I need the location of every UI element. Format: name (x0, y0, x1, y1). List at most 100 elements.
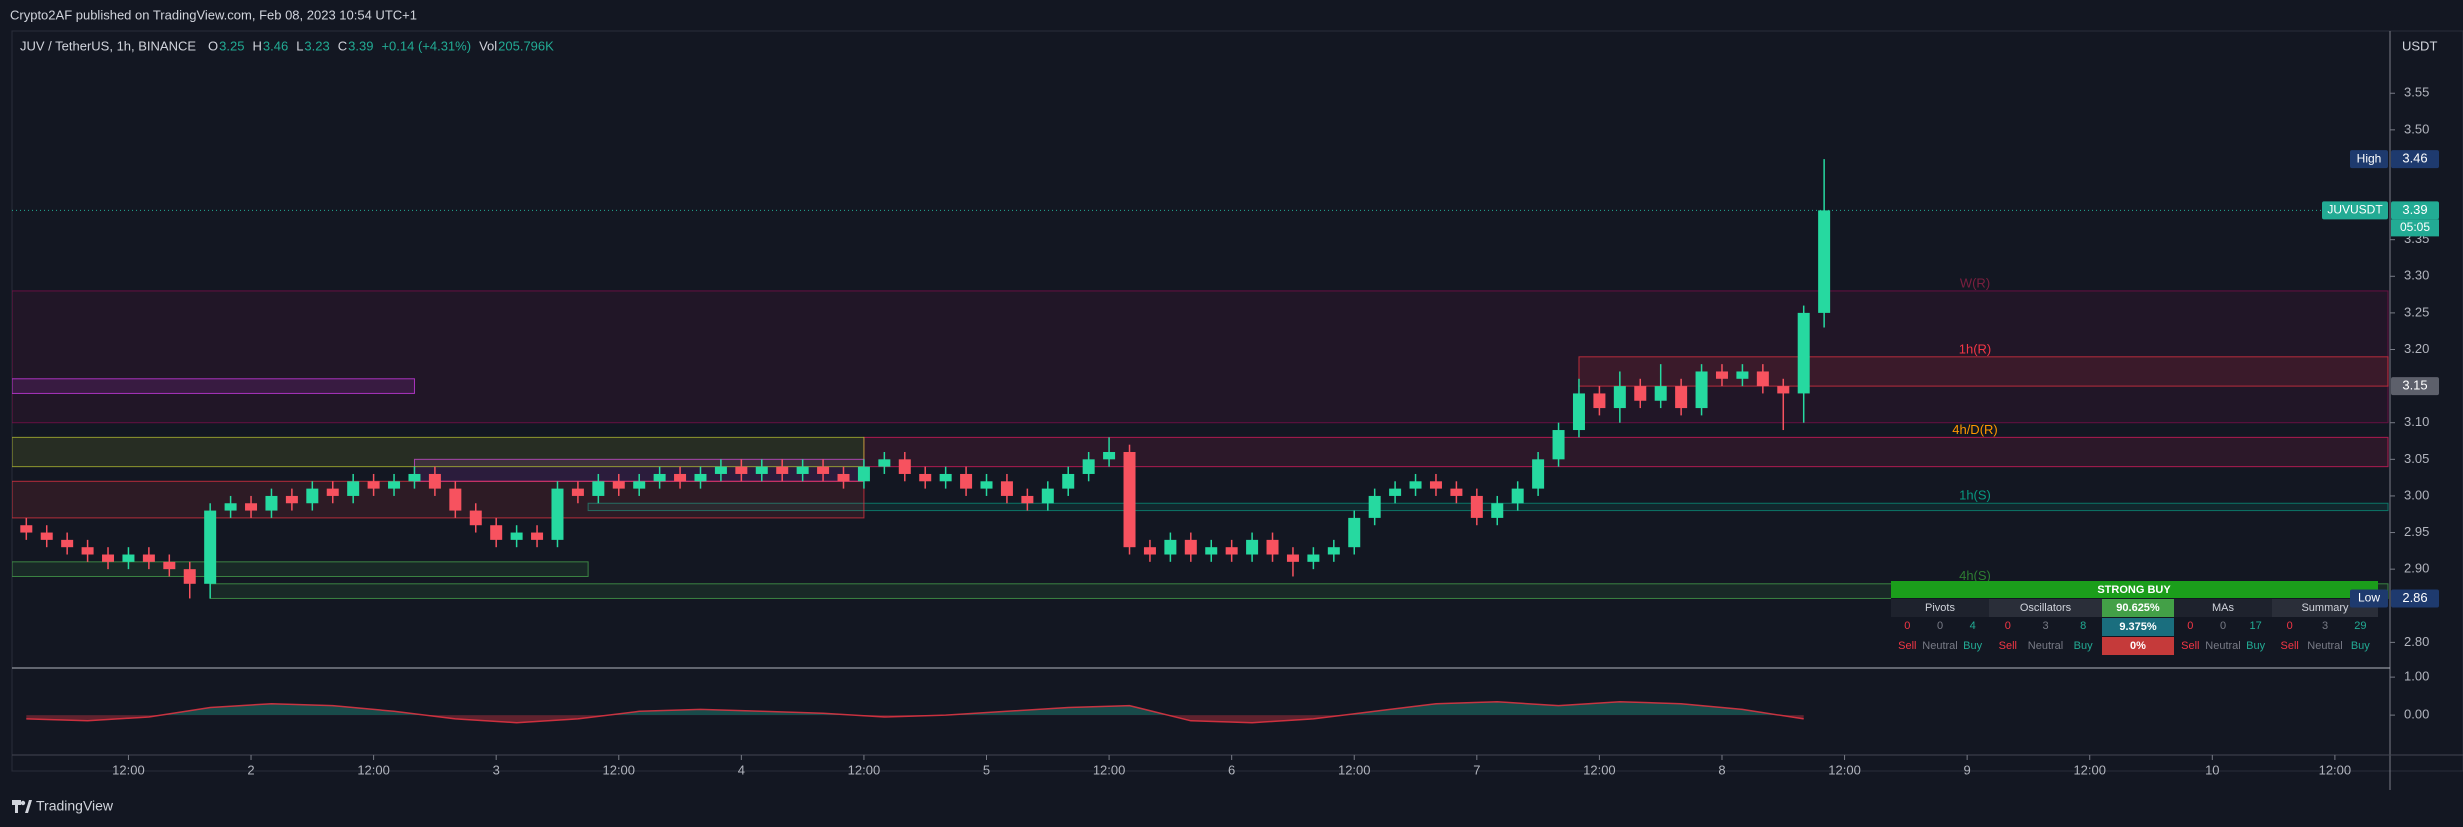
x-tick-label: 12:00 (2319, 762, 2352, 777)
candle-body (20, 525, 33, 533)
group-label: Neutral (1922, 640, 1957, 652)
candle-body (694, 473, 707, 482)
zone-label: 4h/D(R) (1952, 422, 1998, 437)
group-label: Buy (2351, 640, 2370, 652)
candle-body (1756, 371, 1769, 387)
candle-body (1082, 459, 1095, 474)
group-count: 17 (2250, 620, 2262, 632)
x-tick-label: 5 (983, 762, 990, 777)
zone (1578, 356, 2389, 387)
candle-body (1123, 452, 1136, 548)
candle-body (1695, 371, 1708, 409)
candle-body (857, 466, 870, 482)
x-tick-label: 4 (738, 762, 745, 777)
candle-body (306, 488, 319, 504)
candle-body (939, 473, 952, 482)
candle-body (1593, 393, 1606, 409)
candle-body (1021, 495, 1034, 504)
candle-body (653, 473, 666, 482)
candle-body (1143, 547, 1156, 555)
axis-unit: USDT (2402, 38, 2437, 53)
percent: 0% (2130, 640, 2146, 652)
candle-body (224, 503, 237, 511)
legend-text: 3.46 (263, 38, 288, 53)
group-label: Buy (2246, 640, 2265, 652)
group-label: Neutral (2307, 640, 2342, 652)
candle-body (61, 539, 74, 548)
y-tick-label: 2.95 (2404, 524, 2429, 539)
y-tick-label: 3.25 (2404, 304, 2429, 319)
price-badge-label: Low (2358, 591, 2380, 605)
y-tick-label: 3.20 (2404, 341, 2429, 356)
candle-body (163, 561, 176, 570)
group-header-bg (2174, 599, 2272, 617)
candle-body (449, 488, 462, 511)
candle-body (490, 525, 503, 540)
zone-label: 1h(S) (1959, 488, 1991, 503)
x-tick-label: 12:00 (602, 762, 635, 777)
oscillator-area-negative (26, 715, 1804, 723)
y-tick-label: 2.90 (2404, 561, 2429, 576)
group-header-bg (1989, 599, 2102, 617)
group-name: Pivots (1925, 602, 1955, 614)
group-count: 4 (1970, 620, 1976, 632)
y-tick-label: 3.10 (2404, 414, 2429, 429)
candle-body (1429, 481, 1442, 489)
candle-body (1000, 481, 1013, 496)
group-count: 0 (2005, 620, 2011, 632)
price-badge (2391, 201, 2439, 220)
candle-body (1348, 517, 1361, 548)
zone-label: W(R) (1960, 275, 1990, 290)
candle-body (1327, 547, 1340, 555)
price-badge-label-bg (2350, 150, 2388, 169)
group-count: 0 (2287, 620, 2293, 632)
zone (12, 436, 865, 468)
group-label: Sell (1999, 640, 2017, 652)
group-count: 0 (2187, 620, 2193, 632)
candle-body (1184, 539, 1197, 555)
price-badge-label: High (2357, 151, 2382, 165)
legend-text: +0.14 (+4.31%) (381, 38, 471, 53)
percent-bg (2102, 637, 2174, 655)
countdown: 05:05 (2400, 220, 2430, 234)
x-tick-label: 7 (1473, 762, 1480, 777)
candle-body (1062, 473, 1075, 489)
x-tick-label: 12:00 (2073, 762, 2106, 777)
group-label: Neutral (2205, 640, 2240, 652)
legend-text: 3.25 (219, 38, 244, 53)
y-tick-label: 3.30 (2404, 268, 2429, 283)
x-tick-label: 6 (1228, 762, 1235, 777)
x-tick-label: 2 (247, 762, 254, 777)
group-header-bg (1891, 599, 1989, 617)
candle-body (960, 473, 973, 489)
candle-body (1450, 488, 1463, 496)
legend-text: C (338, 38, 347, 53)
candle-body (878, 459, 891, 467)
group-count: 3 (2322, 620, 2328, 632)
candle-body (469, 510, 482, 526)
candle-body (1307, 554, 1320, 562)
candle-body (40, 532, 53, 540)
candle-body (183, 569, 196, 584)
legend-text: O (208, 38, 218, 53)
candle-body (265, 495, 278, 511)
candle-body (510, 532, 523, 540)
candle-body (285, 495, 298, 504)
percent: 9.375% (2119, 621, 2157, 633)
oscillator-line (26, 701, 1804, 724)
price-badge-label: JUVUSDT (2327, 203, 2383, 217)
group-label: Sell (2280, 640, 2298, 652)
candle-body (714, 466, 727, 474)
candle-body (81, 547, 94, 555)
price-badge-label-bg (2322, 201, 2388, 220)
candle-body (428, 473, 441, 489)
group-label: Sell (1898, 640, 1916, 652)
candle-body (776, 466, 789, 474)
group-label: Neutral (2028, 640, 2063, 652)
candle-body (1654, 386, 1667, 401)
brand: TradingView (36, 798, 114, 814)
brand-logo (12, 800, 32, 813)
x-tick-label: 12:00 (848, 762, 881, 777)
